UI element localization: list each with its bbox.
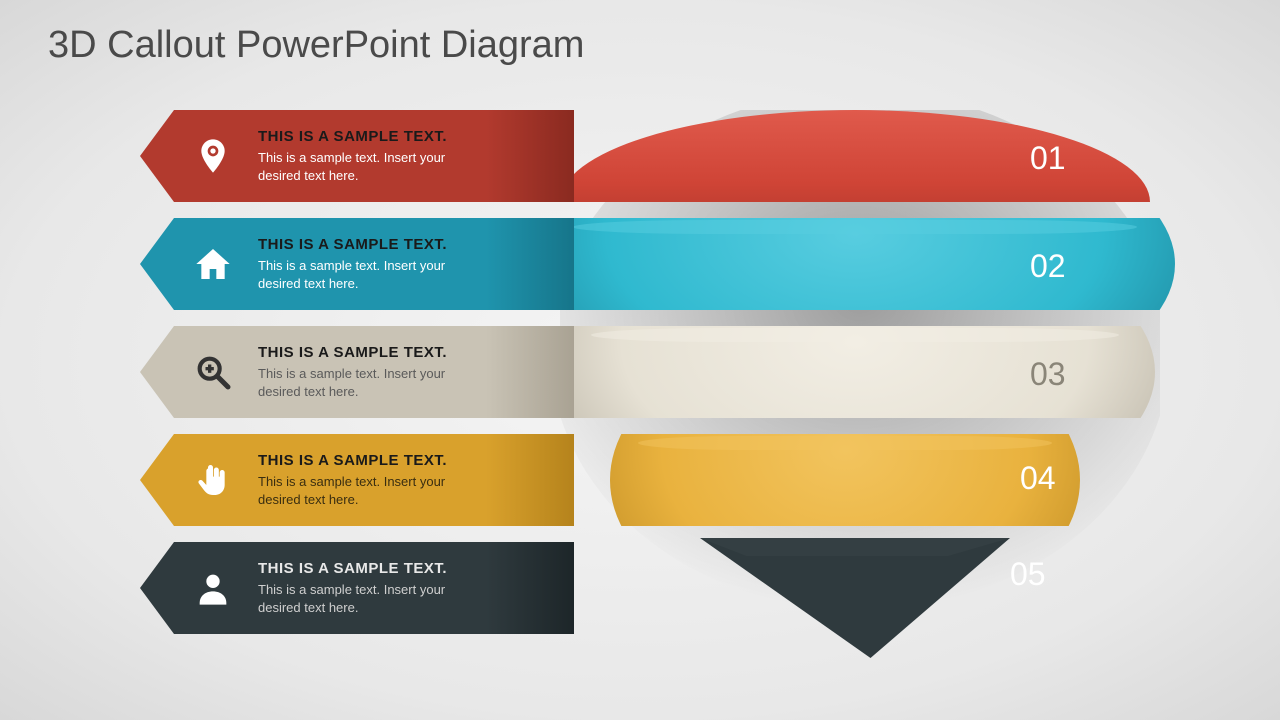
callout-row-02: THIS IS A SAMPLE TEXT. This is a sample t… <box>140 218 574 310</box>
callout-description: This is a sample text. Insert your desir… <box>258 473 488 508</box>
callout-description: This is a sample text. Insert your desir… <box>258 365 488 400</box>
callout-heading: THIS IS A SAMPLE TEXT. <box>258 452 502 469</box>
slice-number-04: 04 <box>1020 460 1056 497</box>
callout-description: This is a sample text. Insert your desir… <box>258 149 488 184</box>
pin-slice-02 <box>535 218 1175 310</box>
slice-number-05: 05 <box>1010 556 1046 593</box>
arrow-body: THIS IS A SAMPLE TEXT. This is a sample t… <box>174 110 574 202</box>
hand-icon <box>174 460 252 500</box>
page-title: 3D Callout PowerPoint Diagram <box>48 24 584 67</box>
arrow-head-icon <box>140 218 174 310</box>
slice-number-01: 01 <box>1030 140 1066 177</box>
callout-text: THIS IS A SAMPLE TEXT. This is a sample t… <box>252 344 512 400</box>
callout-row-01: THIS IS A SAMPLE TEXT. This is a sample t… <box>140 110 574 202</box>
callout-description: This is a sample text. Insert your desir… <box>258 581 488 616</box>
callout-heading: THIS IS A SAMPLE TEXT. <box>258 128 502 145</box>
callout-diagram: 01 THIS IS A SAMPLE TEXT. This is a sample… <box>140 110 1160 680</box>
pin-slice-05 <box>700 542 1010 634</box>
arrow-body: THIS IS A SAMPLE TEXT. This is a sample t… <box>174 542 574 634</box>
arrow-body: THIS IS A SAMPLE TEXT. This is a sample t… <box>174 326 574 418</box>
arrow-body: THIS IS A SAMPLE TEXT. This is a sample t… <box>174 434 574 526</box>
callout-description: This is a sample text. Insert your desir… <box>258 257 488 292</box>
callout-heading: THIS IS A SAMPLE TEXT. <box>258 560 502 577</box>
callout-row-04: THIS IS A SAMPLE TEXT. This is a sample t… <box>140 434 574 526</box>
user-icon <box>174 568 252 608</box>
callout-row-03: THIS IS A SAMPLE TEXT. This is a sample t… <box>140 326 574 418</box>
arrow-head-icon <box>140 434 174 526</box>
arrow-head-icon <box>140 542 174 634</box>
callout-text: THIS IS A SAMPLE TEXT. This is a sample t… <box>252 452 512 508</box>
magnify-icon <box>174 352 252 392</box>
callout-heading: THIS IS A SAMPLE TEXT. <box>258 236 502 253</box>
callout-heading: THIS IS A SAMPLE TEXT. <box>258 344 502 361</box>
pin-icon <box>174 136 252 176</box>
slice-number-03: 03 <box>1030 356 1066 393</box>
arrow-head-icon <box>140 326 174 418</box>
callout-row-05: THIS IS A SAMPLE TEXT. This is a sample t… <box>140 542 574 634</box>
home-icon <box>174 244 252 284</box>
callout-text: THIS IS A SAMPLE TEXT. This is a sample t… <box>252 128 512 184</box>
slice-number-02: 02 <box>1030 248 1066 285</box>
arrow-head-icon <box>140 110 174 202</box>
callout-text: THIS IS A SAMPLE TEXT. This is a sample t… <box>252 560 512 616</box>
arrow-body: THIS IS A SAMPLE TEXT. This is a sample t… <box>174 218 574 310</box>
pin-slice-04 <box>610 434 1080 526</box>
callout-text: THIS IS A SAMPLE TEXT. This is a sample t… <box>252 236 512 292</box>
